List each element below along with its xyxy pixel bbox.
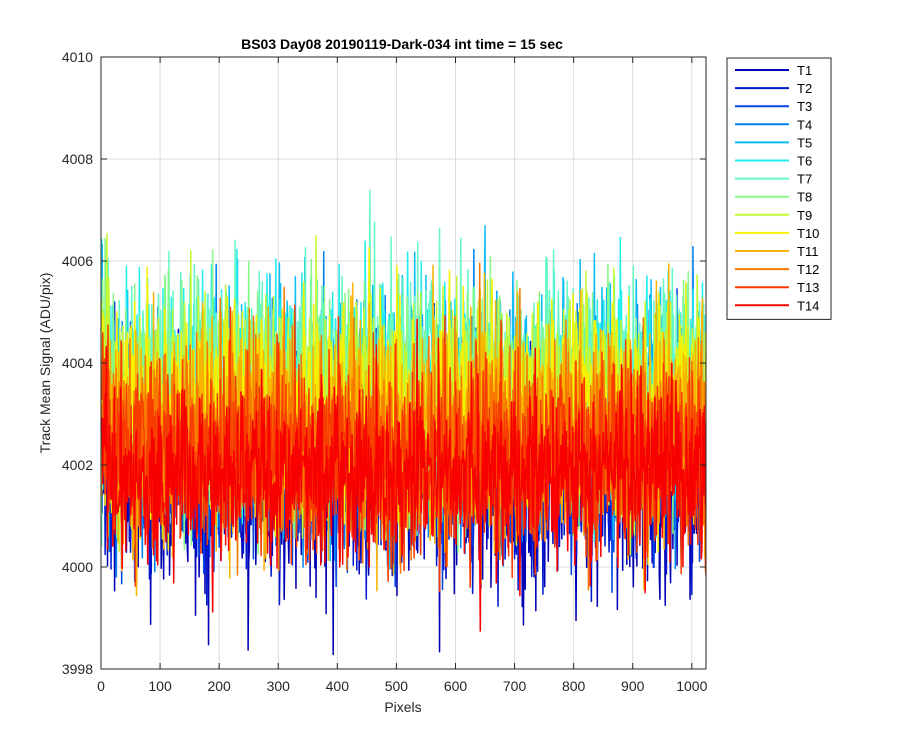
legend-label: T7	[797, 172, 812, 187]
ticks: 0 100 200 300 400 500 600 700 800 900 1000 3998 4000…	[62, 49, 708, 694]
chart-title: BS03 Day08 20190119-Dark-034 int time = …	[241, 36, 563, 52]
legend-label: T13	[797, 280, 819, 295]
y-tick-label: 4008	[62, 151, 93, 167]
x-tick-label: 300	[267, 678, 291, 694]
series-line-t14	[101, 318, 706, 632]
legend-label: T1	[797, 63, 812, 78]
legend: T1 T2 T3 T4 T5 T6 T7 T8 T9 T10 T11 T12 T13 T14	[726, 57, 832, 320]
legend-label: T3	[797, 99, 812, 114]
y-tick-label: 4010	[62, 49, 93, 65]
legend-label: T11	[797, 244, 818, 259]
legend-label: T8	[797, 190, 812, 205]
x-tick-label: 700	[503, 678, 527, 694]
legend-label: T9	[797, 208, 812, 223]
x-tick-label: 600	[444, 678, 468, 694]
x-tick-label: 400	[326, 678, 350, 694]
y-axis-label: Track Mean Signal (ADU/pix)	[37, 273, 53, 454]
x-tick-label: 100	[148, 678, 172, 694]
x-tick-label: 900	[621, 678, 645, 694]
x-axis-label: Pixels	[384, 699, 421, 715]
y-tick-label: 4002	[62, 457, 93, 473]
series-layer	[101, 189, 706, 656]
legend-label: T6	[797, 154, 812, 169]
y-tick-label: 4004	[62, 355, 93, 371]
y-tick-label: 4000	[62, 559, 93, 575]
y-tick-label: 4006	[62, 253, 93, 269]
x-tick-label: 0	[97, 678, 105, 694]
legend-label: T2	[797, 81, 812, 96]
legend-label: T10	[797, 226, 819, 241]
x-tick-label: 1000	[676, 678, 707, 694]
legend-label: T12	[797, 262, 819, 277]
y-tick-label: 3998	[62, 661, 93, 677]
legend-label: T5	[797, 135, 812, 150]
legend-label: T14	[797, 298, 819, 313]
legend-label: T4	[797, 117, 812, 132]
x-tick-label: 200	[207, 678, 231, 694]
x-tick-label: 800	[562, 678, 586, 694]
legend-box	[726, 57, 832, 320]
x-tick-label: 500	[385, 678, 409, 694]
